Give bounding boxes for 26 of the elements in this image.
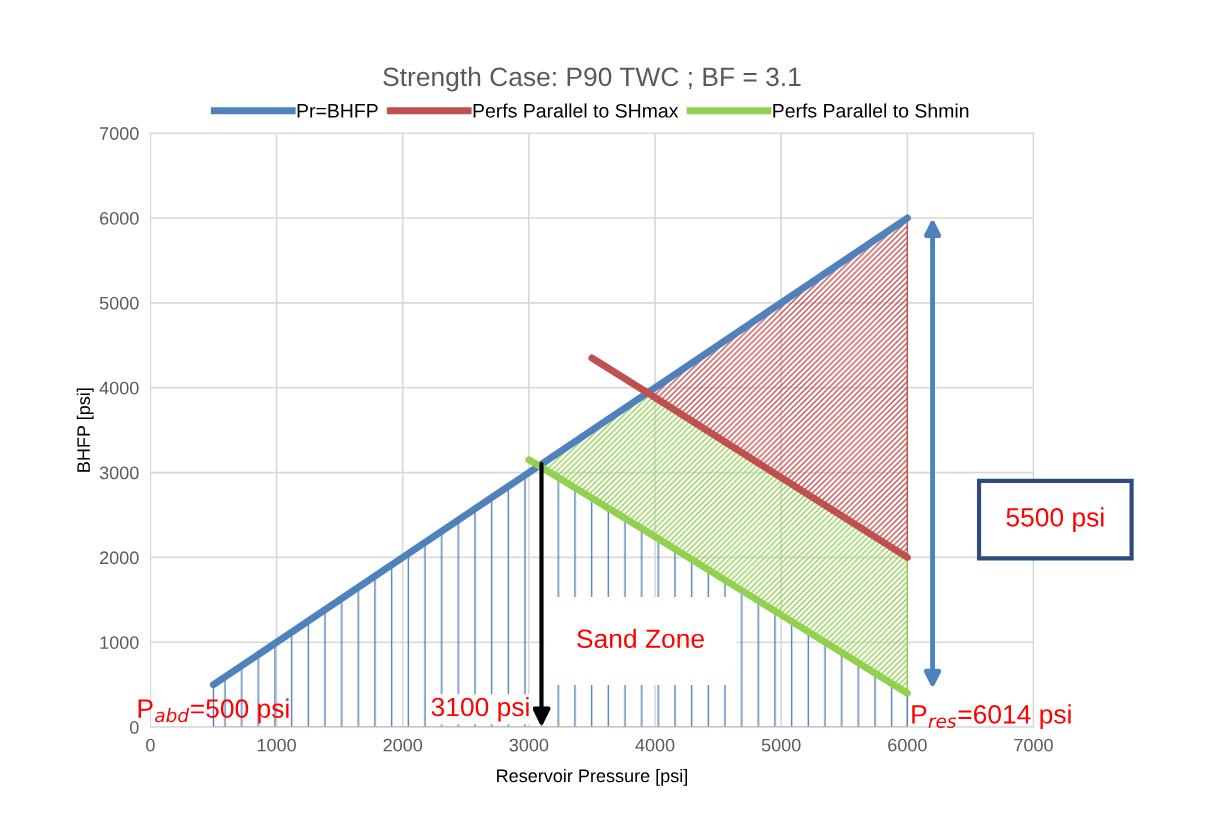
y-tick-label: 5000 bbox=[99, 296, 139, 310]
x-tick-label: 2000 bbox=[383, 738, 423, 752]
legend-label: Perfs Parallel to Shmin bbox=[773, 103, 969, 118]
x-tick-label: 4000 bbox=[635, 738, 675, 752]
legend-label: Pr=BHFP bbox=[297, 104, 378, 118]
x-tick-label: 6000 bbox=[888, 738, 927, 752]
x-tick-label: 0 bbox=[146, 738, 155, 752]
y-tick-label: 2000 bbox=[100, 551, 139, 565]
chart-title: Strength Case: P90 TWC ; BF = 3.1 bbox=[383, 66, 801, 92]
x-tick-label: 7000 bbox=[1014, 738, 1053, 752]
y-axis-title: BHFP [psi] bbox=[76, 388, 94, 472]
y-tick-label: 3000 bbox=[99, 466, 139, 480]
annotation: 3100 psi bbox=[431, 696, 529, 722]
x-tick-label: 1000 bbox=[257, 738, 296, 752]
annotation: Sand Zone bbox=[577, 628, 704, 649]
y-tick-label: 6000 bbox=[100, 211, 139, 225]
x-tick-label: 5000 bbox=[761, 738, 801, 752]
x-tick-label: 3000 bbox=[509, 738, 549, 752]
y-tick-label: 1000 bbox=[100, 636, 139, 649]
legend-label: Perfs Parallel to SHmax bbox=[473, 103, 679, 118]
y-tick-label: 0 bbox=[129, 721, 139, 734]
y-tick-label: 7000 bbox=[100, 127, 139, 140]
annotation: 5500 psi bbox=[1006, 507, 1104, 532]
y-tick-label: 4000 bbox=[99, 381, 139, 395]
annotation: P$_{res}$=6014 psi bbox=[912, 704, 1071, 729]
x-axis-title: Reservoir Pressure [psi] bbox=[497, 768, 687, 786]
